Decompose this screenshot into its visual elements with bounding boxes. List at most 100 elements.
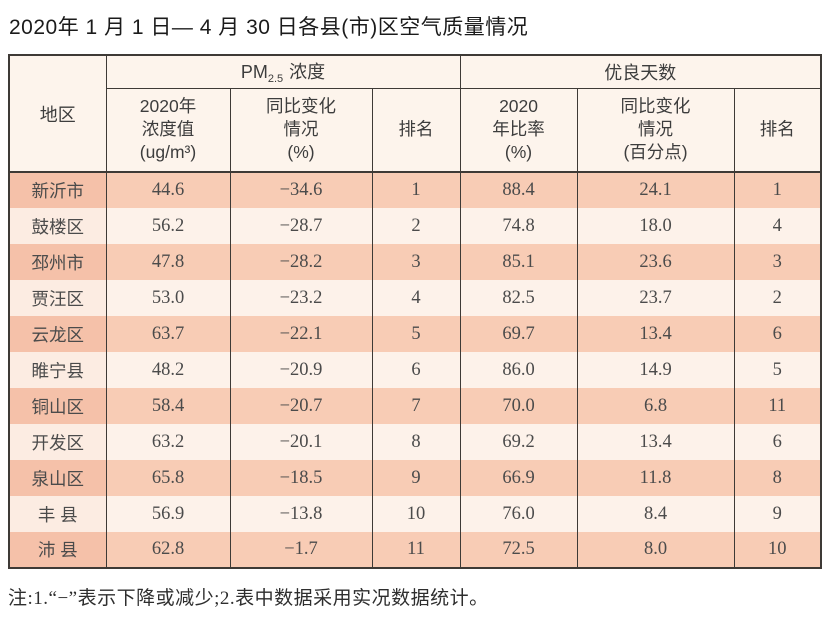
good-rank-cell: 8 bbox=[733, 460, 822, 496]
table-footnote: 注:1.“−”表示下降或减少;2.表中数据采用实况数据统计。 bbox=[8, 588, 489, 609]
region-cell: 丰 县 bbox=[8, 496, 107, 532]
pm-rank-column-header: 排名 bbox=[371, 88, 461, 173]
good-change-header-line1: 同比变化 bbox=[620, 96, 691, 117]
good-change-header-line2: 情况 bbox=[638, 119, 674, 140]
pm-value-cell: 53.0 bbox=[105, 280, 231, 316]
good-change-cell: 14.9 bbox=[576, 352, 735, 388]
region-cell: 睢宁县 bbox=[8, 352, 107, 388]
good-days-group-header: 优良天数 bbox=[459, 55, 822, 89]
page-title: 2020年 1 月 1 日— 4 月 30 日各县(市)区空气质量情况 bbox=[9, 16, 529, 39]
good-change-cell: 8.0 bbox=[576, 532, 735, 568]
good-rate-cell: 88.4 bbox=[459, 172, 578, 208]
good-rank-cell: 2 bbox=[733, 280, 822, 316]
pm-value-cell: 63.7 bbox=[105, 316, 231, 352]
good-change-column-header: 同比变化 情况 (百分点) bbox=[576, 88, 735, 173]
pm-change-cell: −1.7 bbox=[229, 532, 373, 568]
good-change-cell: 24.1 bbox=[576, 172, 735, 208]
good-rate-cell: 82.5 bbox=[459, 280, 578, 316]
region-cell: 云龙区 bbox=[8, 316, 107, 352]
pm25-group-header: PM2.5 浓度 bbox=[105, 55, 461, 89]
pm-change-cell: −28.2 bbox=[229, 244, 373, 280]
good-rate-cell: 85.1 bbox=[459, 244, 578, 280]
pm-change-header-line1: 同比变化 bbox=[266, 96, 336, 117]
good-rank-cell: 11 bbox=[733, 388, 822, 424]
table-row: 泉山区 65.8 −18.5 9 66.9 11.8 8 bbox=[8, 460, 822, 496]
table-row: 铜山区 58.4 −20.7 7 70.0 6.8 11 bbox=[8, 388, 822, 424]
good-rate-column-header: 2020 年比率 (%) bbox=[459, 88, 578, 173]
good-rate-header-line3: (%) bbox=[504, 142, 533, 163]
pm-change-cell: −18.5 bbox=[229, 460, 373, 496]
pm-value-cell: 58.4 bbox=[105, 388, 231, 424]
pm-change-cell: −22.1 bbox=[229, 316, 373, 352]
pm-value-cell: 65.8 bbox=[105, 460, 231, 496]
pm-change-header-line3: (%) bbox=[287, 142, 315, 163]
good-rank-column-header: 排名 bbox=[733, 88, 822, 173]
table-row: 云龙区 63.7 −22.1 5 69.7 13.4 6 bbox=[8, 316, 822, 352]
pm-rank-cell: 9 bbox=[371, 460, 461, 496]
pm-value-cell: 56.2 bbox=[105, 208, 231, 244]
good-rate-cell: 76.0 bbox=[459, 496, 578, 532]
pm-rank-cell: 3 bbox=[371, 244, 461, 280]
pm25-label: PM bbox=[240, 62, 268, 83]
good-rate-header-line2: 年比率 bbox=[492, 119, 545, 140]
good-rate-cell: 72.5 bbox=[459, 532, 578, 568]
good-rank-cell: 3 bbox=[733, 244, 822, 280]
table-row: 贾汪区 53.0 −23.2 4 82.5 23.7 2 bbox=[8, 280, 822, 316]
pm-rank-cell: 5 bbox=[371, 316, 461, 352]
pm-change-cell: −20.1 bbox=[229, 424, 373, 460]
pm-change-cell: −20.9 bbox=[229, 352, 373, 388]
table-row: 睢宁县 48.2 −20.9 6 86.0 14.9 5 bbox=[8, 352, 822, 388]
good-change-cell: 11.8 bbox=[576, 460, 735, 496]
pm-value-header-line2: 浓度值 bbox=[141, 119, 195, 140]
pm-change-column-header: 同比变化 情况 (%) bbox=[229, 88, 373, 173]
pm-value-cell: 47.8 bbox=[105, 244, 231, 280]
good-rate-cell: 70.0 bbox=[459, 388, 578, 424]
pm25-suffix-label: 浓度 bbox=[289, 62, 326, 83]
pm-change-cell: −34.6 bbox=[229, 172, 373, 208]
pm-value-cell: 62.8 bbox=[105, 532, 231, 568]
good-rank-cell: 9 bbox=[733, 496, 822, 532]
table-row: 丰 县 56.9 −13.8 10 76.0 8.4 9 bbox=[8, 496, 822, 532]
table-row: 开发区 63.2 −20.1 8 69.2 13.4 6 bbox=[8, 424, 822, 460]
pm-change-cell: −23.2 bbox=[229, 280, 373, 316]
good-change-cell: 13.4 bbox=[576, 316, 735, 352]
region-column-header: 地区 bbox=[8, 55, 107, 173]
region-cell: 开发区 bbox=[8, 424, 107, 460]
good-rank-cell: 10 bbox=[733, 532, 822, 568]
header-sub-row: 2020年 浓度值 (ug/m³) 同比变化 情况 (%) 排名 2020 年比… bbox=[9, 88, 822, 173]
pm-value-cell: 63.2 bbox=[105, 424, 231, 460]
good-rate-cell: 66.9 bbox=[459, 460, 578, 496]
pm-rank-cell: 1 bbox=[371, 172, 461, 208]
good-rate-cell: 69.2 bbox=[459, 424, 578, 460]
good-change-cell: 18.0 bbox=[576, 208, 735, 244]
good-rate-cell: 69.7 bbox=[459, 316, 578, 352]
pm-rank-cell: 10 bbox=[371, 496, 461, 532]
pm-change-header-line2: 情况 bbox=[283, 119, 319, 140]
region-cell: 贾汪区 bbox=[8, 280, 107, 316]
table-header: 地区 PM2.5 浓度 优良天数 2020年 浓度值 (ug/m³) 同比变化 情… bbox=[8, 55, 822, 173]
pm-rank-cell: 4 bbox=[371, 280, 461, 316]
good-rate-cell: 86.0 bbox=[459, 352, 578, 388]
good-rate-header-line1: 2020 bbox=[499, 96, 538, 117]
pm-rank-cell: 8 bbox=[371, 424, 461, 460]
region-cell: 泉山区 bbox=[8, 460, 107, 496]
pm-rank-cell: 7 bbox=[371, 388, 461, 424]
table-row: 邳州市 47.8 −28.2 3 85.1 23.6 3 bbox=[8, 244, 822, 280]
good-change-cell: 6.8 bbox=[576, 388, 735, 424]
pm-value-cell: 44.6 bbox=[105, 172, 231, 208]
good-change-cell: 13.4 bbox=[576, 424, 735, 460]
good-rank-cell: 6 bbox=[733, 424, 822, 460]
region-cell: 铜山区 bbox=[8, 388, 107, 424]
region-cell: 沛 县 bbox=[8, 532, 107, 568]
header-group-row: 地区 PM2.5 浓度 优良天数 bbox=[8, 55, 822, 173]
good-change-header-line3: (百分点) bbox=[623, 142, 688, 163]
table-row: 沛 县 62.8 −1.7 11 72.5 8.0 10 bbox=[8, 532, 822, 568]
pm-value-header-line1: 2020年 bbox=[139, 96, 197, 117]
good-change-cell: 23.7 bbox=[576, 280, 735, 316]
pm-rank-cell: 11 bbox=[371, 532, 461, 568]
table-body: 新沂市 44.6 −34.6 1 88.4 24.1 1 鼓楼区 56.2 −2… bbox=[8, 172, 822, 568]
region-cell: 邳州市 bbox=[8, 244, 107, 280]
good-rank-cell: 1 bbox=[733, 172, 822, 208]
pm-rank-cell: 6 bbox=[371, 352, 461, 388]
air-quality-table: 地区 PM2.5 浓度 优良天数 2020年 浓度值 (ug/m³) 同比变化 情… bbox=[8, 54, 823, 569]
